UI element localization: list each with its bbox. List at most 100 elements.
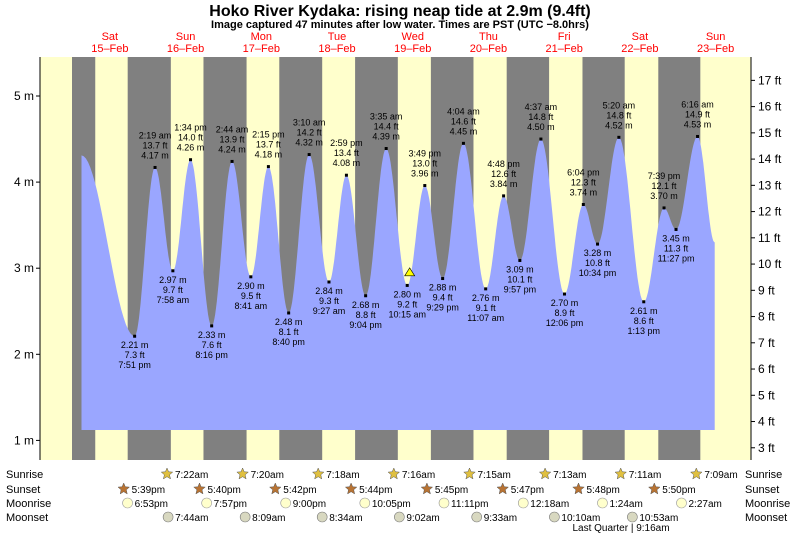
day-name-label: Sun [706,31,726,43]
day-name-label: Tue [328,31,347,43]
day-labels: Sat15–FebSun16–FebMon17–FebTue18–FebWed1… [91,31,734,55]
moonrise-icon [359,497,371,509]
row-label-right-moonrise: Moonrise [745,498,790,510]
right-tick-label: 5 ft [758,388,775,402]
right-tick-label: 6 ft [758,362,775,376]
tide-extremum-label: 12.3 ft [571,177,597,187]
sunset-time: 5:39pm [132,485,165,496]
tide-extremum-label: 8.1 ft [279,327,300,337]
sunrise-star-icon [311,467,325,480]
tide-extremum-label: 1:34 pm [174,123,207,133]
sunset-star-icon [193,482,206,495]
tide-extremum-label: 4.24 m [218,144,246,154]
tide-extremum-marker [662,206,666,210]
right-tick-label: 13 ft [758,178,782,192]
sunrise-star-icon [689,467,703,480]
moonrise-time: 11:11pm [451,499,488,510]
moonrise-icon [517,497,529,509]
tide-extremum-label: 10:34 pm [579,268,617,278]
tide-curve [81,136,715,430]
tide-extremum-label: 13.0 ft [412,159,438,169]
tide-extremum-label: 3.70 m [650,191,678,201]
tide-extremum-marker [287,311,291,315]
tide-extremum-label: 3:10 am [293,118,326,128]
tide-extremum-label: 13.4 ft [334,148,360,158]
day-date-label: 20–Feb [470,43,507,55]
tide-extremum-label: 12.1 ft [652,181,678,191]
day-name-label: Sun [176,31,196,43]
tide-extremum-label: 3:35 am [370,112,403,122]
tide-extremum-label: 11.3 ft [664,243,689,253]
tide-extremum-label: 8.6 ft [634,316,655,326]
sunrise-time: 7:20am [251,470,284,481]
tide-extremum-label: 2:44 am [216,124,249,134]
tide-extremum-label: 4.50 m [527,122,555,132]
moonset-icon [627,511,638,523]
sunrise-time: 7:11am [629,470,662,481]
tide-extremum-label: 2.61 m [630,306,658,316]
tide-extremum-label: 9.5 ft [241,291,262,301]
moonrise-icon [438,497,450,509]
moonset-time: 9:02am [406,513,439,524]
moonset-time: 7:44am [175,513,208,524]
day-date-label: 22–Feb [621,43,658,55]
moonset-icon [239,511,251,523]
tide-extremum-marker [596,242,600,246]
moonset-icon [316,511,328,523]
day-name-label: Sat [632,31,649,43]
tide-extremum-label: 6:04 pm [567,167,600,177]
day-name-label: Thu [479,31,498,43]
left-tick-label: 2 m [14,347,34,361]
left-tick-label: 3 m [14,261,34,275]
sunset-star-icon [572,482,585,495]
moonset-time: 8:34am [329,513,362,524]
moonrise-time: 9:00pm [293,499,326,510]
sun-moon-events: Sunrise Sunrise Sunset Sunset Moonrise Moonri… [6,467,790,534]
row-label-left-sunrise: Sunrise [6,469,43,481]
day-name-label: Sat [102,31,119,43]
tide-extremum-label: 11:07 am [467,313,504,323]
tide-extremum-label: 3.09 m [506,264,534,274]
sunrise-time: 7:18am [326,470,359,481]
tide-extremum-marker [153,165,157,169]
tide-extremum-label: 2.21 m [121,340,149,350]
tide-extremum-label: 13.7 ft [143,140,169,150]
sunset-time: 5:45pm [435,485,468,496]
tide-extremum-label: 2:59 pm [330,138,363,148]
tide-extremum-marker [423,184,427,188]
tide-extremum-label: 10.8 ft [585,258,611,268]
tide-extremum-label: 7.6 ft [202,340,223,350]
tide-extremum-label: 14.2 ft [297,128,323,138]
tide-extremum-label: 4.26 m [177,143,205,153]
tide-extremum-label: 9.2 ft [397,299,418,309]
chart-subtitle: Image captured 47 minutes after low wate… [211,19,589,31]
tide-extremum-marker [674,227,678,231]
tide-extremum-marker [484,287,488,291]
chart-header: Hoko River Kydaka: rising neap tide at 2… [209,3,590,31]
moonrise-icon [597,497,608,509]
tide-extremum-label: 2.48 m [275,317,303,327]
tide-extremum-marker [249,275,253,279]
tide-extremum-label: 4.18 m [255,150,283,160]
moon-phase-label: Last Quarter | 9:16am [572,523,669,534]
moonrise-icon [676,497,687,509]
sunset-star-icon [420,482,434,495]
tide-extremum-label: 4.53 m [684,119,712,129]
tide-area [81,136,715,430]
tide-extremum-marker [581,202,585,206]
tide-extremum-label: 14.6 ft [451,116,477,126]
sunset-time: 5:50pm [662,485,695,496]
tide-extremum-marker [327,280,331,284]
row-label-right-moonset: Moonset [745,512,787,524]
tide-extremum-marker [307,153,311,157]
tide-extremum-label: 9:57 pm [504,284,537,294]
tide-extremum-marker [189,158,193,162]
right-tick-label: 4 ft [758,415,775,429]
day-date-label: 18–Feb [318,43,355,55]
sunrise-time: 7:13am [553,470,586,481]
tide-extremum-marker [461,141,465,145]
day-name-label: Fri [558,31,571,43]
tide-extremum-marker [344,173,348,177]
